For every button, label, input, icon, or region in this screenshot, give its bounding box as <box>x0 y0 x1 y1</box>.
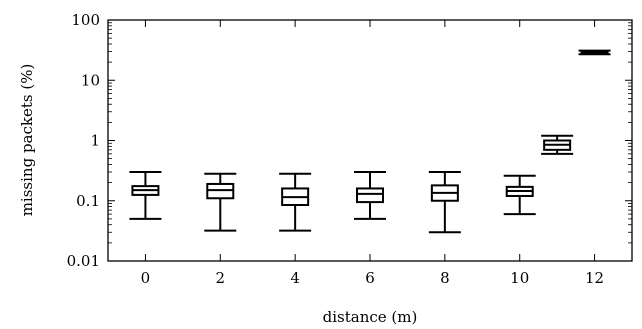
x-tick-label: 4 <box>290 269 300 287</box>
axis-ticks <box>108 19 632 262</box>
box-8 <box>428 171 461 234</box>
y-axis-label: missing packets (%) <box>18 64 36 217</box>
box-0 <box>129 171 162 220</box>
box-iqr <box>356 187 384 204</box>
y-tick-label: 10 <box>81 71 100 89</box>
axis-tick-labels: 0 2 4 6 8 10 12 0.01 0.1 1 10 100 <box>67 11 605 287</box>
box-2 <box>204 172 237 232</box>
x-tick-label: 10 <box>510 269 529 287</box>
x-tick-label: 0 <box>141 269 151 287</box>
x-axis-label: distance (m) <box>323 308 418 326</box>
y-tick-label: 100 <box>71 11 100 29</box>
y-tick-label: 0.01 <box>67 252 100 270</box>
box-6 <box>354 171 386 220</box>
x-tick-label: 12 <box>585 269 604 287</box>
box-4 <box>279 172 312 232</box>
x-tick-label: 8 <box>440 269 450 287</box>
y-tick-label: 1 <box>90 132 100 150</box>
box-11 <box>541 134 574 155</box>
x-tick-label: 6 <box>365 269 375 287</box>
box-series <box>129 49 611 234</box>
box-10 <box>503 174 536 216</box>
x-tick-label: 2 <box>216 269 226 287</box>
box-12 <box>578 49 611 56</box>
y-tick-label: 0.1 <box>76 192 100 210</box>
